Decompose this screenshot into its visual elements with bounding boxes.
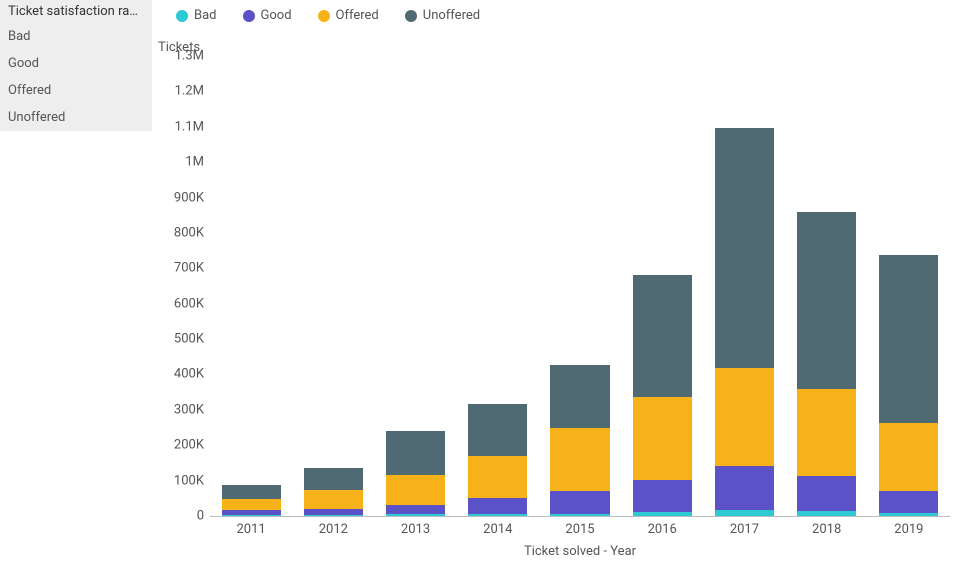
bar-segment-offered bbox=[386, 475, 445, 505]
legend-label: Offered bbox=[336, 8, 379, 23]
bar-segment-unoffered bbox=[222, 485, 281, 499]
legend-swatch bbox=[318, 10, 330, 22]
bar-segment-bad bbox=[386, 514, 445, 516]
bar-2015[interactable] bbox=[550, 365, 609, 516]
legend-item-offered[interactable]: Offered bbox=[318, 8, 379, 23]
x-tick-label: 2015 bbox=[565, 522, 594, 537]
bar-segment-good bbox=[550, 491, 609, 514]
bar-2014[interactable] bbox=[468, 404, 527, 517]
bar-segment-unoffered bbox=[304, 468, 363, 489]
bar-segment-unoffered bbox=[797, 212, 856, 389]
filter-item[interactable]: Bad bbox=[0, 23, 152, 50]
legend-swatch bbox=[405, 10, 417, 22]
bar-segment-good bbox=[797, 476, 856, 510]
bar-segment-good bbox=[468, 498, 527, 514]
x-tick-label: 2016 bbox=[648, 522, 677, 537]
y-tick-label: 900K bbox=[174, 190, 204, 205]
bar-segment-unoffered bbox=[879, 255, 938, 423]
bar-segment-bad bbox=[550, 514, 609, 516]
bar-segment-bad bbox=[797, 511, 856, 516]
bar-segment-bad bbox=[468, 514, 527, 516]
bar-2016[interactable] bbox=[633, 275, 692, 516]
bar-segment-bad bbox=[304, 515, 363, 516]
x-axis-title: Ticket solved - Year bbox=[524, 544, 636, 559]
bar-2013[interactable] bbox=[386, 431, 445, 516]
bar-segment-bad bbox=[222, 515, 281, 516]
bar-segment-unoffered bbox=[550, 365, 609, 427]
filter-item[interactable]: Offered bbox=[0, 77, 152, 104]
y-tick-label: 400K bbox=[174, 367, 204, 382]
chart-app: Ticket satisfaction ra… Bad Good Offered… bbox=[0, 0, 966, 575]
y-tick-label: 300K bbox=[174, 402, 204, 417]
bar-segment-offered bbox=[879, 423, 938, 491]
bar-segment-bad bbox=[633, 512, 692, 516]
legend-swatch bbox=[243, 10, 255, 22]
y-tick-label: 800K bbox=[174, 225, 204, 240]
filter-item[interactable]: Unoffered bbox=[0, 104, 152, 131]
y-tick-label: 700K bbox=[174, 261, 204, 276]
y-tick-label: 1M bbox=[185, 155, 204, 170]
x-tick-label: 2011 bbox=[236, 522, 265, 537]
bar-segment-good bbox=[386, 505, 445, 514]
filter-panel: Ticket satisfaction ra… Bad Good Offered… bbox=[0, 0, 152, 131]
bar-segment-offered bbox=[222, 499, 281, 510]
bar-2018[interactable] bbox=[797, 212, 856, 516]
y-tick-label: 100K bbox=[174, 473, 204, 488]
bar-2012[interactable] bbox=[304, 468, 363, 516]
bar-segment-bad bbox=[715, 510, 774, 516]
bar-2019[interactable] bbox=[879, 255, 938, 516]
y-tick-label: 1.3M bbox=[175, 49, 204, 64]
legend-item-good[interactable]: Good bbox=[243, 8, 292, 23]
bar-segment-good bbox=[633, 480, 692, 513]
bar-segment-bad bbox=[879, 513, 938, 516]
bar-segment-good bbox=[715, 466, 774, 509]
bar-segment-offered bbox=[633, 397, 692, 479]
bar-segment-offered bbox=[468, 456, 527, 498]
legend-item-bad[interactable]: Bad bbox=[176, 8, 217, 23]
x-tick-label: 2018 bbox=[812, 522, 841, 537]
legend-label: Unoffered bbox=[423, 8, 480, 23]
bar-segment-offered bbox=[797, 389, 856, 477]
filter-item[interactable]: Good bbox=[0, 50, 152, 77]
y-tick-label: 1.2M bbox=[175, 84, 204, 99]
bar-segment-good bbox=[879, 491, 938, 513]
x-tick-label: 2017 bbox=[730, 522, 759, 537]
bar-2017[interactable] bbox=[715, 128, 774, 516]
axis-baseline bbox=[210, 516, 950, 517]
bar-segment-unoffered bbox=[386, 431, 445, 475]
y-tick-label: 500K bbox=[174, 332, 204, 347]
filter-panel-title: Ticket satisfaction ra… bbox=[0, 0, 152, 23]
bar-segment-unoffered bbox=[715, 128, 774, 369]
x-tick-label: 2014 bbox=[483, 522, 512, 537]
y-tick-label: 1.1M bbox=[175, 119, 204, 134]
y-tick-label: 200K bbox=[174, 438, 204, 453]
bar-segment-offered bbox=[715, 368, 774, 466]
x-tick-label: 2013 bbox=[401, 522, 430, 537]
y-tick-label: 600K bbox=[174, 296, 204, 311]
bar-segment-unoffered bbox=[468, 404, 527, 456]
bar-segment-unoffered bbox=[633, 275, 692, 397]
bars-layer: 201120122013201420152016201720182019 bbox=[210, 56, 950, 516]
legend-label: Bad bbox=[194, 8, 217, 23]
bar-segment-offered bbox=[304, 490, 363, 509]
chart-plot-area: 0100K200K300K400K500K600K700K800K900K1M1… bbox=[210, 56, 950, 516]
legend-swatch bbox=[176, 10, 188, 22]
legend: Bad Good Offered Unoffered bbox=[176, 8, 480, 23]
bar-2011[interactable] bbox=[222, 485, 281, 516]
legend-item-unoffered[interactable]: Unoffered bbox=[405, 8, 480, 23]
x-tick-label: 2012 bbox=[319, 522, 348, 537]
legend-label: Good bbox=[261, 8, 292, 23]
y-tick-label: 0 bbox=[197, 509, 204, 524]
x-tick-label: 2019 bbox=[894, 522, 923, 537]
bar-segment-offered bbox=[550, 428, 609, 492]
